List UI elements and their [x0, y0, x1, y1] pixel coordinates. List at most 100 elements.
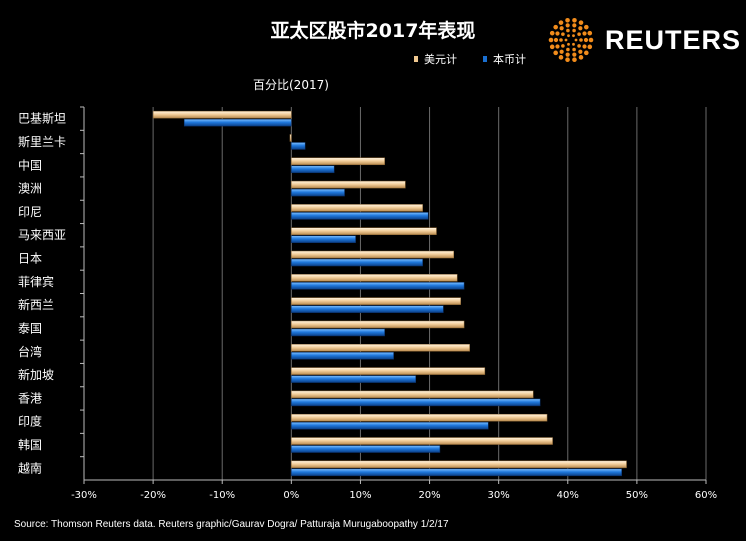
reuters-dot-logo-icon — [548, 18, 594, 62]
logo-dot — [572, 52, 577, 57]
category-label: 香港 — [18, 391, 42, 405]
x-tick-label: 0% — [283, 490, 299, 501]
logo-dot — [558, 20, 564, 25]
category-label: 中国 — [18, 157, 42, 172]
source-note: Source: Thomson Reuters data. Reuters gr… — [14, 519, 449, 530]
bar-local — [291, 258, 423, 267]
x-tick-label: 50% — [626, 490, 648, 501]
category-label: 越南 — [18, 460, 42, 475]
logo-dot — [555, 44, 560, 49]
bar-usd — [289, 134, 292, 142]
x-tick-label: 40% — [557, 490, 579, 501]
logo-dot — [561, 44, 565, 48]
category-label: 新加坡 — [18, 367, 54, 382]
bar-usd — [291, 274, 458, 282]
bar-local — [291, 188, 345, 197]
logo-dot — [582, 31, 587, 36]
logo-dot — [583, 37, 589, 43]
logo-dot — [572, 57, 577, 62]
bar-local — [291, 375, 416, 383]
logo-dot — [561, 32, 565, 36]
logo-dot — [553, 24, 558, 30]
logo-dot — [572, 34, 575, 38]
bar-usd — [291, 344, 470, 352]
logo-dot — [572, 18, 577, 23]
x-tick-label: 20% — [418, 490, 440, 501]
x-tick-label: 10% — [349, 490, 371, 501]
bar-local — [291, 305, 444, 313]
bar-usd — [291, 250, 454, 259]
bar-local — [291, 235, 356, 243]
x-tick-label: -10% — [209, 490, 235, 501]
logo-dot — [565, 23, 570, 28]
legend-item-local: 本币计 — [483, 51, 526, 67]
bar-usd — [291, 204, 423, 212]
bar-local — [291, 468, 622, 477]
category-label: 泰国 — [18, 321, 42, 335]
bar-usd — [291, 157, 385, 166]
bar-usd — [291, 437, 553, 445]
legend-item-usd: 美元计 — [414, 51, 457, 67]
legend-label-usd: 美元计 — [424, 53, 457, 66]
axes: -30% -20% -10% 0% 10% 20% 30% 40% 50% 60% 巴基斯坦斯里兰卡… — [18, 106, 717, 501]
category-label: 澳洲 — [18, 182, 42, 196]
bar-usd — [291, 460, 627, 469]
x-tick-label: 30% — [488, 490, 510, 501]
logo-dot — [565, 52, 570, 57]
logo-dot — [578, 55, 584, 60]
bar-local — [291, 282, 465, 290]
legend-swatch-usd — [414, 56, 418, 62]
bar-local — [291, 445, 441, 453]
logo-dot — [565, 57, 570, 62]
category-label: 菲律宾 — [18, 274, 54, 289]
logo-dot — [553, 37, 559, 43]
logo-dot — [578, 26, 583, 31]
bar-usd — [291, 413, 548, 422]
logo-dot — [566, 28, 570, 33]
logo-dot — [548, 37, 554, 43]
logo-dot — [565, 18, 570, 23]
chart-subtitle: 百分比(2017) — [253, 78, 329, 92]
bar-usd — [291, 180, 406, 189]
logo-dot — [572, 42, 575, 46]
logo-dot — [558, 55, 564, 60]
category-label: 新西兰 — [18, 297, 54, 312]
bar-usd — [291, 227, 437, 235]
category-label: 马来西亚 — [18, 228, 66, 242]
bar-local — [291, 328, 385, 337]
logo-dot — [588, 37, 594, 43]
bar-local — [291, 165, 335, 174]
legend: 美元计 本币计 — [414, 51, 526, 67]
logo-dot — [584, 50, 589, 56]
logo-dot — [549, 30, 555, 36]
category-label: 韩国 — [18, 437, 42, 452]
chart-title: 亚太区股市2017年表现 — [270, 20, 476, 42]
category-label: 巴基斯坦 — [18, 112, 66, 126]
logo-text: REUTERS — [605, 24, 742, 55]
logo-dot — [555, 31, 560, 36]
logo-dot — [559, 26, 564, 31]
bar-usd — [291, 297, 461, 305]
logo-dot — [579, 38, 583, 42]
bar-usd — [152, 110, 292, 119]
category-label: 台湾 — [18, 344, 42, 359]
logo-dot — [567, 42, 570, 46]
logo-dot — [566, 47, 570, 52]
category-label: 斯里兰卡 — [18, 135, 66, 149]
bar-usd — [291, 367, 486, 375]
bar-local — [291, 212, 429, 220]
logo-dot — [572, 47, 576, 52]
bar-usd — [291, 390, 534, 399]
x-tick-label: -20% — [140, 490, 166, 501]
logo-dot — [572, 28, 576, 33]
bar-local — [291, 142, 306, 150]
category-label: 印度 — [18, 414, 42, 429]
x-tick-label: -30% — [71, 490, 97, 501]
bar-local — [291, 352, 394, 360]
logo-dot — [559, 49, 564, 54]
logo-dot — [578, 49, 583, 54]
logo-dot — [559, 38, 563, 42]
logo-dot — [574, 38, 578, 42]
logo-dot — [564, 38, 568, 42]
